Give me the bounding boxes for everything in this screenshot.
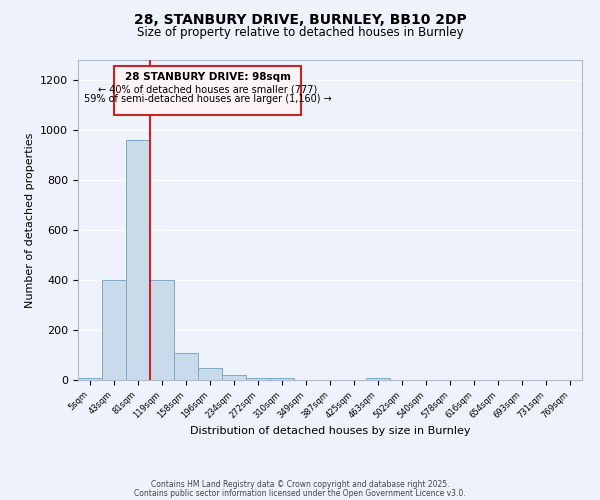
Text: Contains HM Land Registry data © Crown copyright and database right 2025.: Contains HM Land Registry data © Crown c… [151, 480, 449, 489]
Bar [246, 378, 270, 380]
Bar [222, 375, 246, 380]
Bar [126, 140, 150, 380]
Text: 28, STANBURY DRIVE, BURNLEY, BB10 2DP: 28, STANBURY DRIVE, BURNLEY, BB10 2DP [134, 12, 466, 26]
Text: ← 40% of detached houses are smaller (777): ← 40% of detached houses are smaller (77… [98, 84, 317, 94]
FancyBboxPatch shape [114, 66, 301, 115]
Text: Contains public sector information licensed under the Open Government Licence v3: Contains public sector information licen… [134, 489, 466, 498]
Bar [174, 352, 198, 380]
Bar [78, 378, 102, 380]
Text: 28 STANBURY DRIVE: 98sqm: 28 STANBURY DRIVE: 98sqm [125, 72, 290, 82]
Text: Size of property relative to detached houses in Burnley: Size of property relative to detached ho… [137, 26, 463, 39]
Y-axis label: Number of detached properties: Number of detached properties [25, 132, 35, 308]
X-axis label: Distribution of detached houses by size in Burnley: Distribution of detached houses by size … [190, 426, 470, 436]
Bar [150, 280, 174, 380]
Bar [270, 378, 294, 380]
Bar [366, 378, 390, 380]
Text: 59% of semi-detached houses are larger (1,160) →: 59% of semi-detached houses are larger (… [84, 94, 331, 104]
Bar [102, 280, 126, 380]
Bar [198, 368, 222, 380]
